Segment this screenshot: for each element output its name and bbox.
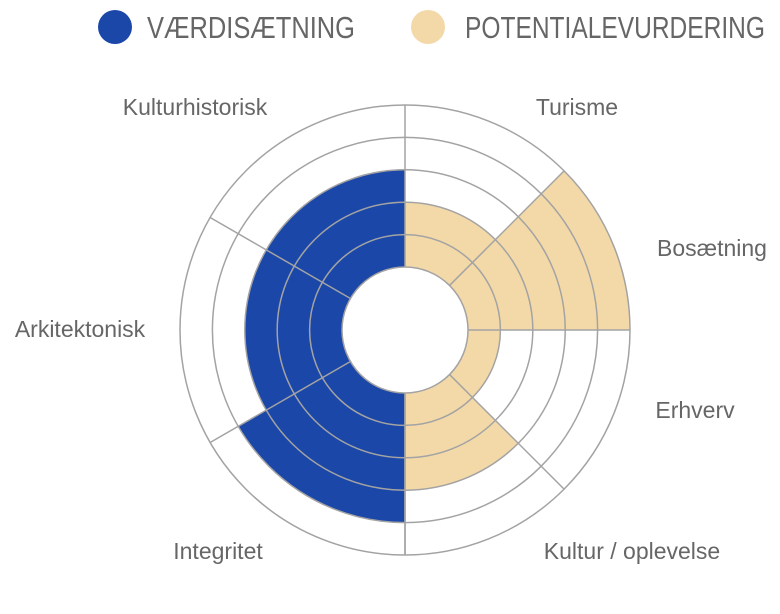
category-label: Arkitektonisk — [15, 316, 146, 342]
category-label: Turisme — [536, 94, 618, 120]
legend-swatch-potentialevurdering — [411, 10, 445, 44]
legend-label-vaerdisaetning: VÆRDISÆTNING — [147, 10, 355, 45]
grid-spoke — [449, 374, 565, 490]
category-label: Kultur / oplevelse — [544, 538, 720, 564]
sector-kultur-oplevelse — [405, 374, 519, 491]
sector-bosætning — [449, 170, 630, 330]
sector-erhverv — [449, 330, 501, 398]
legend-swatch-vaerdisaetning — [98, 10, 132, 44]
category-label: Erhverv — [655, 397, 735, 423]
grid-spoke — [449, 170, 565, 286]
category-label: Bosætning — [657, 235, 767, 261]
legend: VÆRDISÆTNING POTENTIALEVURDERING — [98, 10, 765, 45]
category-label: Integritet — [173, 538, 263, 564]
grid-ring — [341, 266, 469, 394]
category-label: Kulturhistorisk — [123, 94, 268, 120]
sector-turisme — [405, 202, 496, 286]
sector-arkitektonisk — [244, 249, 351, 411]
legend-label-potentialevurdering: POTENTIALEVURDERING — [465, 10, 765, 45]
grid-spoke — [209, 360, 351, 444]
grid-spoke — [209, 216, 351, 300]
sector-kulturhistorisk — [266, 169, 405, 299]
sector-integritet — [238, 361, 405, 523]
